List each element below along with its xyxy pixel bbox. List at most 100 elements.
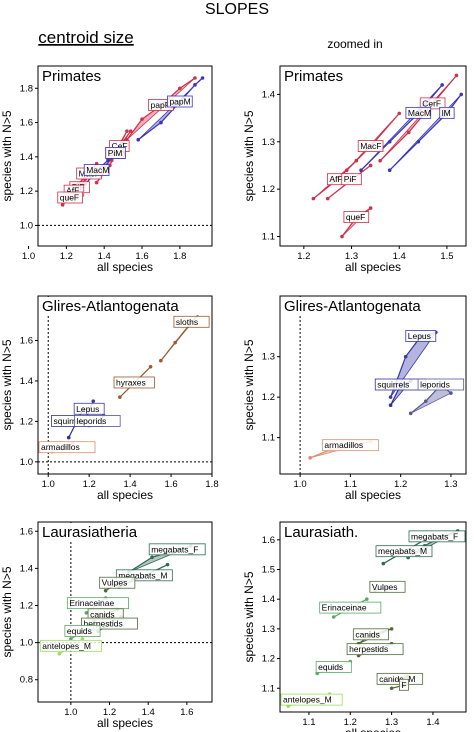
series-label-box: [375, 545, 433, 558]
series-label-box: [405, 330, 437, 342]
series-label-box: [319, 601, 382, 614]
series-label: leporids: [420, 380, 450, 390]
data-point: [159, 120, 163, 125]
panel-glires-zoom: Lepus squirrels leporids armadillos Glires-A…: [242, 295, 467, 502]
y-tick-label: 1.0: [20, 457, 33, 468]
panel-primates-full: CeMpapFpapMCeFPiMMacFMacMPiFAfFqueFPrima…: [0, 65, 213, 274]
data-point: [365, 597, 369, 601]
x-tick-label: 1.2: [394, 479, 407, 490]
series-label: F: [401, 680, 406, 690]
plot-frame: [279, 65, 467, 247]
series-label-box: [315, 661, 352, 673]
y-tick-label: 1.5: [262, 565, 275, 576]
panel-title-bg: [39, 67, 123, 85]
data-point: [125, 129, 129, 133]
data-point: [423, 399, 428, 403]
data-point: [94, 180, 99, 185]
series-label-box: [439, 106, 455, 119]
series-label-box: [398, 678, 409, 691]
series-label: Erinaceinae: [322, 603, 367, 613]
series-label-box: [417, 378, 465, 391]
data-point: [368, 206, 373, 210]
panel-primates-zoom: CerF MacF MacM lM AfF PiF queF Primates 1.2 1.3 1.…: [242, 65, 467, 274]
series-label: Vulpes: [372, 582, 398, 592]
data-point: [354, 158, 359, 163]
data-point: [381, 561, 386, 566]
series-label: queF: [346, 212, 365, 222]
panel-title: Laurasiatheria: [42, 524, 138, 541]
series-label-box: [280, 693, 343, 706]
x-tick-label: 1.2: [297, 251, 310, 262]
series-label-box: [419, 97, 446, 110]
x-tick-label: 1.0: [293, 479, 306, 490]
data-point: [57, 651, 62, 656]
series-label-box: [167, 95, 193, 108]
x-tick-label: 1.1: [344, 479, 357, 490]
series-label: equids: [67, 626, 92, 636]
data-point: [91, 399, 96, 403]
series-label: megabats_M: [378, 546, 427, 556]
series-label: megabats_M: [118, 570, 167, 580]
data-point: [389, 686, 394, 691]
y-tick-label: 1.4: [20, 563, 33, 574]
data-point: [378, 158, 382, 163]
data-point: [103, 588, 108, 593]
data-point: [178, 86, 182, 91]
x-tick-label: 1.4: [393, 251, 406, 262]
x-tick-label: 1.5: [440, 251, 453, 262]
series-label-box: [57, 191, 83, 204]
y-tick-label: 1.2: [20, 601, 33, 612]
series-label-box: [405, 106, 432, 119]
y-tick-label: 1.6: [20, 118, 33, 129]
panel-title: Glires-Atlantogenata: [42, 298, 179, 315]
plot-frame: [37, 295, 213, 475]
data-point: [136, 137, 141, 142]
data-point: [193, 76, 197, 80]
series-label-box: [346, 643, 404, 656]
plot-frame: [37, 65, 213, 247]
series-label-box: [115, 569, 173, 582]
panel-title: Laurasiath.: [284, 524, 358, 541]
x-tick-label: 1.0: [64, 707, 77, 718]
series-label-box: [321, 439, 379, 452]
series-label-box: [352, 628, 389, 641]
series-label-box: [38, 441, 96, 454]
series-label: PiM: [108, 148, 123, 158]
data-point: [148, 364, 153, 369]
series-label: MacF: [360, 141, 381, 151]
data-point: [389, 627, 394, 631]
y-tick-label: 1.3: [262, 352, 275, 363]
data-point: [403, 354, 408, 359]
y-tick-label: 0.8: [20, 675, 33, 686]
series-label: antelopes_M: [283, 695, 332, 705]
data-point: [388, 403, 393, 408]
series-label: canids_M: [379, 674, 415, 684]
y-tick-label: 1.4: [262, 594, 275, 605]
series-label: papM: [169, 97, 190, 107]
y-tick-label: 1.3: [262, 137, 275, 148]
series-label: equids: [318, 662, 343, 672]
data-point: [106, 158, 110, 163]
series-label: queF: [60, 193, 79, 203]
panel-title-bg: [39, 297, 209, 315]
series-label-box: [74, 415, 121, 427]
data-point: [60, 203, 65, 207]
data-point: [69, 637, 73, 641]
data-point: [173, 340, 177, 345]
y-tick-label: 1.4: [20, 376, 33, 387]
x-tick-label: 1.2: [83, 479, 96, 490]
series-label: CerF: [422, 98, 441, 108]
series-label-box: [64, 625, 101, 637]
data-point: [165, 562, 170, 567]
data-point: [387, 139, 392, 144]
series-label: megabats_F: [151, 544, 198, 554]
data-point: [408, 411, 413, 416]
data-point: [311, 196, 316, 201]
panel-grid: CeMpapFpapMCeFPiMMacFMacMPiFAfFqueFPrima…: [0, 65, 467, 732]
series-label-box: [173, 315, 210, 328]
plot-frame: [279, 521, 467, 713]
y-tick-label: 1.4: [262, 89, 275, 100]
y-axis-label: species with N>5: [0, 339, 14, 430]
panel-laurasiatheria-zoom: megabats_F megabats_M Vulpes Erinaceinae can…: [242, 521, 467, 732]
